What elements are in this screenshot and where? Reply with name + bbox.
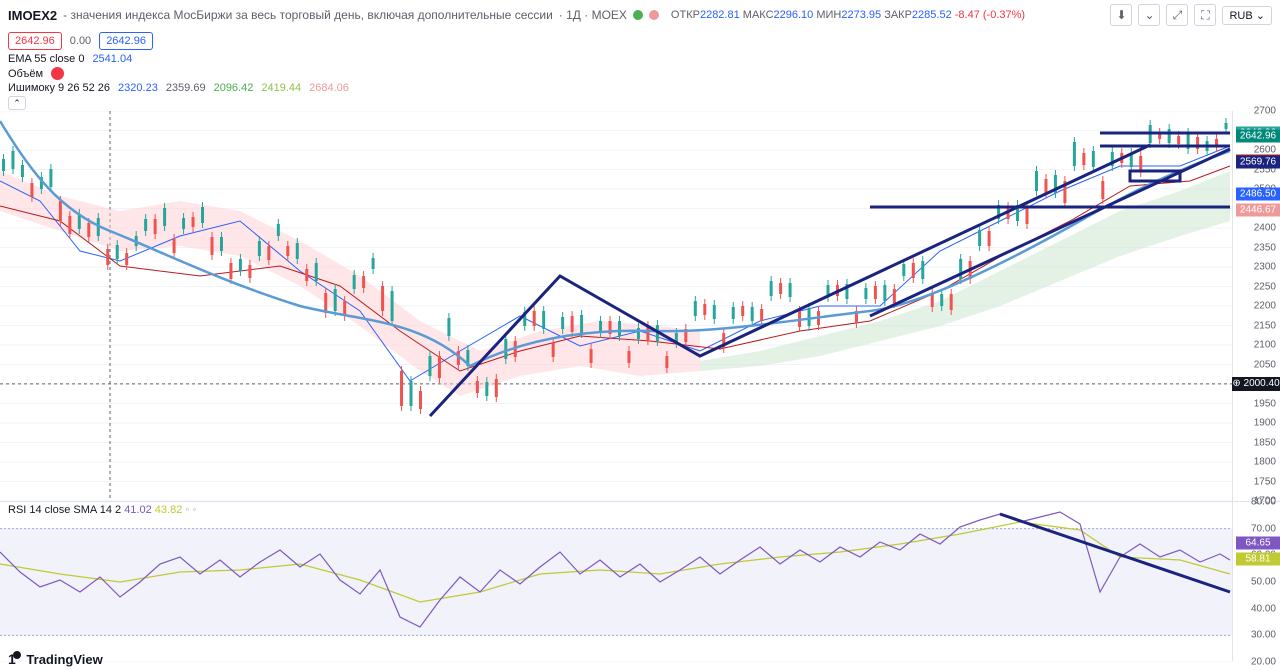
open-label: ОТКР	[671, 9, 700, 21]
pricebox-2: 0.00	[70, 35, 91, 47]
ichimoku-v5: 2684.06	[309, 82, 349, 94]
high-value: 2296.10	[774, 9, 814, 21]
price-tag: 2486.50	[1236, 188, 1280, 201]
high-label: МАКС	[743, 9, 774, 21]
fullscreen-icon[interactable]: ⛶	[1194, 4, 1216, 26]
volume-indicator-row[interactable]: Объём	[0, 66, 1280, 81]
currency-label: RUB	[1229, 10, 1252, 22]
rsi-chart[interactable]: RSI 14 close SMA 14 2 41.02 43.82 ◦ ◦ 20…	[0, 501, 1280, 661]
ema-name: EMA 55 close 0	[8, 53, 84, 65]
collapse-icon[interactable]: ⌃	[8, 96, 26, 110]
interval-label[interactable]: · 1Д · MOEX	[559, 8, 627, 22]
crosshair-price-tag: ⊕ 2000.40	[1232, 377, 1280, 391]
price-tag: 2446.67	[1236, 203, 1280, 216]
price-axis[interactable]: 1700175018001850190019502000205021002150…	[1232, 111, 1280, 501]
status-dot-2	[649, 10, 659, 20]
symbol-name[interactable]: IMOEX2	[8, 8, 57, 23]
rsi-value-2: 43.82	[155, 504, 183, 516]
rsi-sub1: ◦	[185, 504, 189, 516]
price-tag: 2569.76	[1236, 155, 1280, 168]
main-price-chart[interactable]: 1700175018001850190019502000205021002150…	[0, 111, 1280, 501]
pricebox-row: 2642.96 0.00 2642.96	[0, 30, 1280, 52]
ichimoku-indicator-row[interactable]: Ишимоку 9 26 52 26 2320.23 2359.69 2096.…	[0, 81, 1280, 95]
ichimoku-v2: 2359.69	[166, 82, 206, 94]
ichimoku-v3: 2096.42	[214, 82, 254, 94]
rsi-axis[interactable]: 20.0030.0040.0050.0060.0070.0080.0064.65…	[1232, 502, 1280, 661]
market-status-dot	[633, 10, 643, 20]
ohlc-block: ОТКР2282.81 МАКС2296.10 МИН2273.95 ЗАКР2…	[671, 9, 1025, 21]
currency-selector[interactable]: RUB ⌄	[1222, 6, 1272, 25]
camera-icon[interactable]: ⌄	[1138, 4, 1160, 26]
close-label: ЗАКР	[884, 9, 912, 21]
chart-header: IMOEX2 - значения индекса МосБиржи за ве…	[0, 0, 1280, 30]
low-value: 2273.95	[841, 9, 881, 21]
rsi-price-tag: 58.81	[1236, 552, 1280, 565]
toolbar-right: ⬇ ⌄ ⤢ ⛶ RUB ⌄	[1110, 4, 1272, 26]
rsi-sub2: ◦	[192, 504, 196, 516]
collapse-row: ⌃	[0, 95, 1280, 111]
ema-value: 2541.04	[92, 53, 132, 65]
branding-text: TradingView	[26, 652, 102, 667]
rsi-name: RSI 14 close SMA 14 2	[8, 504, 121, 516]
tv-icon: 1	[8, 651, 21, 667]
hidden-icon[interactable]	[51, 67, 64, 80]
ema-indicator-row[interactable]: EMA 55 close 0 2541.04	[0, 52, 1280, 66]
price-tag: 2642.96	[1236, 130, 1280, 143]
ichimoku-v1: 2320.23	[118, 82, 158, 94]
low-label: МИН	[816, 9, 841, 21]
open-value: 2282.81	[700, 9, 740, 21]
close-value: 2285.52	[912, 9, 952, 21]
volume-name: Объём	[8, 68, 43, 80]
download-icon[interactable]: ⬇	[1110, 4, 1132, 26]
pricebox-1[interactable]: 2642.96	[8, 32, 62, 50]
pricebox-3[interactable]: 2642.96	[99, 32, 153, 50]
rsi-header[interactable]: RSI 14 close SMA 14 2 41.02 43.82 ◦ ◦	[8, 504, 196, 516]
rsi-value-1: 41.02	[124, 504, 152, 516]
settings-icon[interactable]: ⤢	[1166, 4, 1188, 26]
tradingview-logo[interactable]: 1 TradingView	[8, 651, 103, 667]
change-value: -8.47 (-0.37%)	[955, 9, 1025, 21]
rsi-price-tag: 64.65	[1236, 536, 1280, 549]
ichimoku-name: Ишимоку 9 26 52 26	[8, 82, 110, 94]
ichimoku-v4: 2419.44	[261, 82, 301, 94]
symbol-description: - значения индекса МосБиржи за весь торг…	[63, 8, 553, 22]
